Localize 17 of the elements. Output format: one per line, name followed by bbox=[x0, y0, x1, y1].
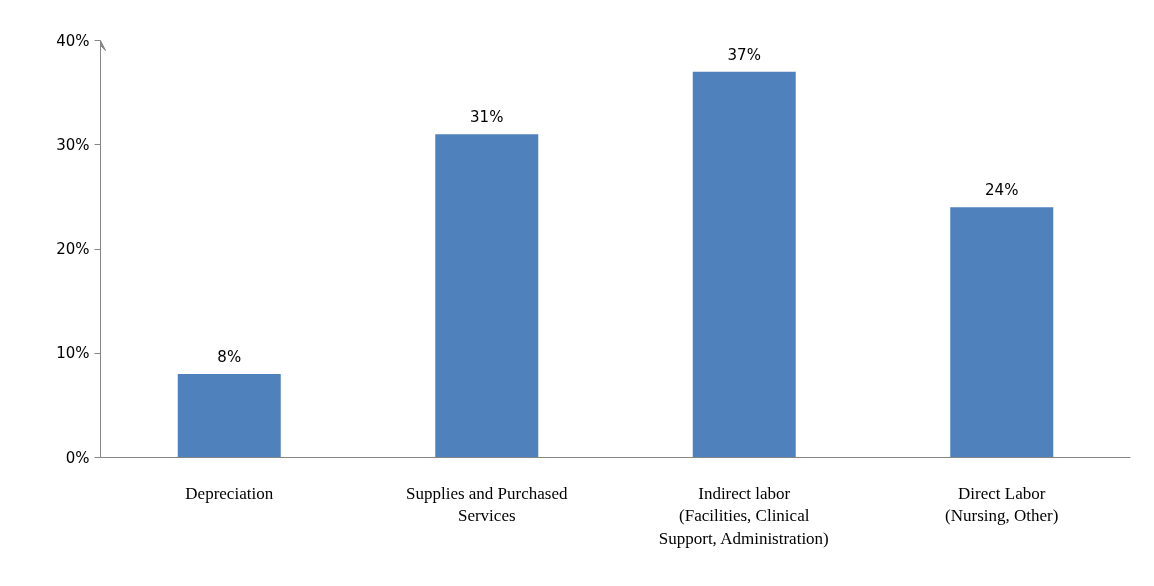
y-tick-label: 10% bbox=[56, 344, 90, 363]
x-tick-label: Depreciation bbox=[185, 483, 274, 503]
data-label: 31% bbox=[470, 108, 504, 127]
y-tick-label: 30% bbox=[56, 135, 90, 154]
bar bbox=[435, 134, 539, 458]
data-label: 8% bbox=[217, 348, 242, 367]
data-label: 24% bbox=[985, 181, 1019, 200]
bar bbox=[950, 207, 1054, 458]
bar bbox=[177, 374, 281, 458]
x-tick-label: Indirect labor (Facilities, Clinical Support, Administration) bbox=[658, 483, 829, 549]
x-tick-label: Direct Labor (Nursing, Other) bbox=[945, 483, 1059, 526]
y-tick-label: 20% bbox=[56, 240, 90, 258]
data-label: 37% bbox=[727, 45, 761, 64]
x-tick-label: Supplies and Purchased Services bbox=[406, 483, 568, 526]
bar bbox=[692, 71, 796, 458]
y-tick-label: 40% bbox=[56, 31, 90, 50]
y-tick-label: 0% bbox=[65, 448, 90, 467]
